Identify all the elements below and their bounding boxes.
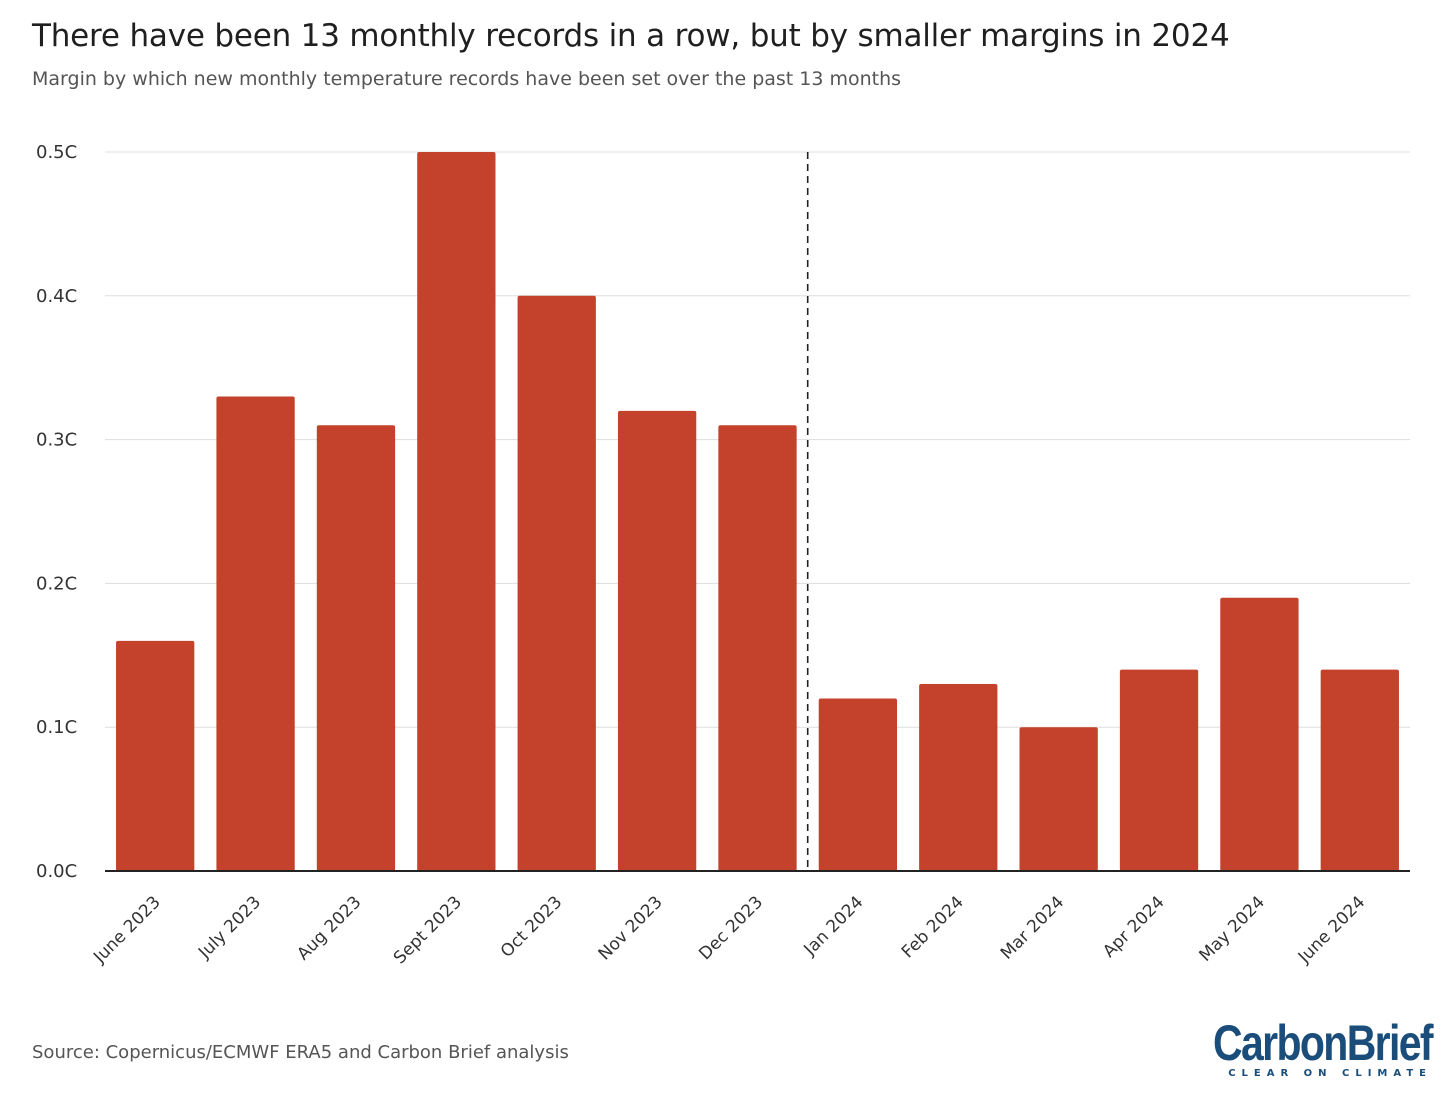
bar (919, 684, 998, 871)
x-tick-label: June 2023 (89, 892, 164, 967)
y-tick-label: 0.2C (36, 573, 77, 594)
bar-chart: 0.0C 0.1C 0.2C 0.3C 0.4C 0.5C June 2023 July 20… (36, 142, 1410, 968)
chart-subtitle: Margin by which new monthly temperature … (32, 68, 902, 90)
chart-title: There have been 13 monthly records in a … (32, 18, 1230, 54)
x-tick-label: June 2024 (1294, 892, 1369, 967)
x-tick-label: July 2023 (194, 892, 265, 963)
x-tick-label: Feb 2024 (898, 892, 968, 962)
x-tick-label: Oct 2023 (497, 892, 566, 961)
x-tick-label: Mar 2024 (997, 892, 1068, 963)
y-tick-label: 0.4C (36, 286, 77, 307)
logo-wordmark: CarbonBrief (1213, 1015, 1434, 1071)
bar (718, 425, 797, 871)
bar (818, 698, 898, 871)
bar (517, 295, 596, 871)
bar (1220, 597, 1299, 871)
carbon-brief-logo: CarbonBrief CLEAR ON CLIMATE (1165, 1015, 1434, 1079)
bar (417, 152, 496, 871)
x-tick-label: Nov 2023 (595, 892, 667, 964)
y-tick-label: 0.0C (36, 861, 77, 882)
x-tick-label: Sept 2023 (390, 892, 466, 968)
bar (617, 410, 697, 871)
bar (116, 640, 195, 871)
x-tick-label: May 2024 (1196, 892, 1269, 965)
bar (1019, 727, 1098, 871)
bar (316, 425, 396, 871)
bars (116, 152, 1399, 871)
bar (216, 396, 295, 871)
x-tick-label: Dec 2023 (695, 892, 767, 964)
y-tick-label: 0.3C (36, 430, 77, 451)
y-tick-label: 0.1C (36, 717, 77, 738)
x-tick-label: Jan 2024 (800, 892, 868, 960)
x-tick-label: Aug 2023 (293, 892, 365, 964)
y-tick-label: 0.5C (36, 142, 77, 163)
x-tick-label: Apr 2024 (1099, 892, 1168, 961)
logo-tagline: CLEAR ON CLIMATE (1228, 1068, 1432, 1079)
bar (1119, 669, 1199, 871)
source-note: Source: Copernicus/ECMWF ERA5 and Carbon… (32, 1042, 569, 1063)
bar (1320, 669, 1399, 871)
